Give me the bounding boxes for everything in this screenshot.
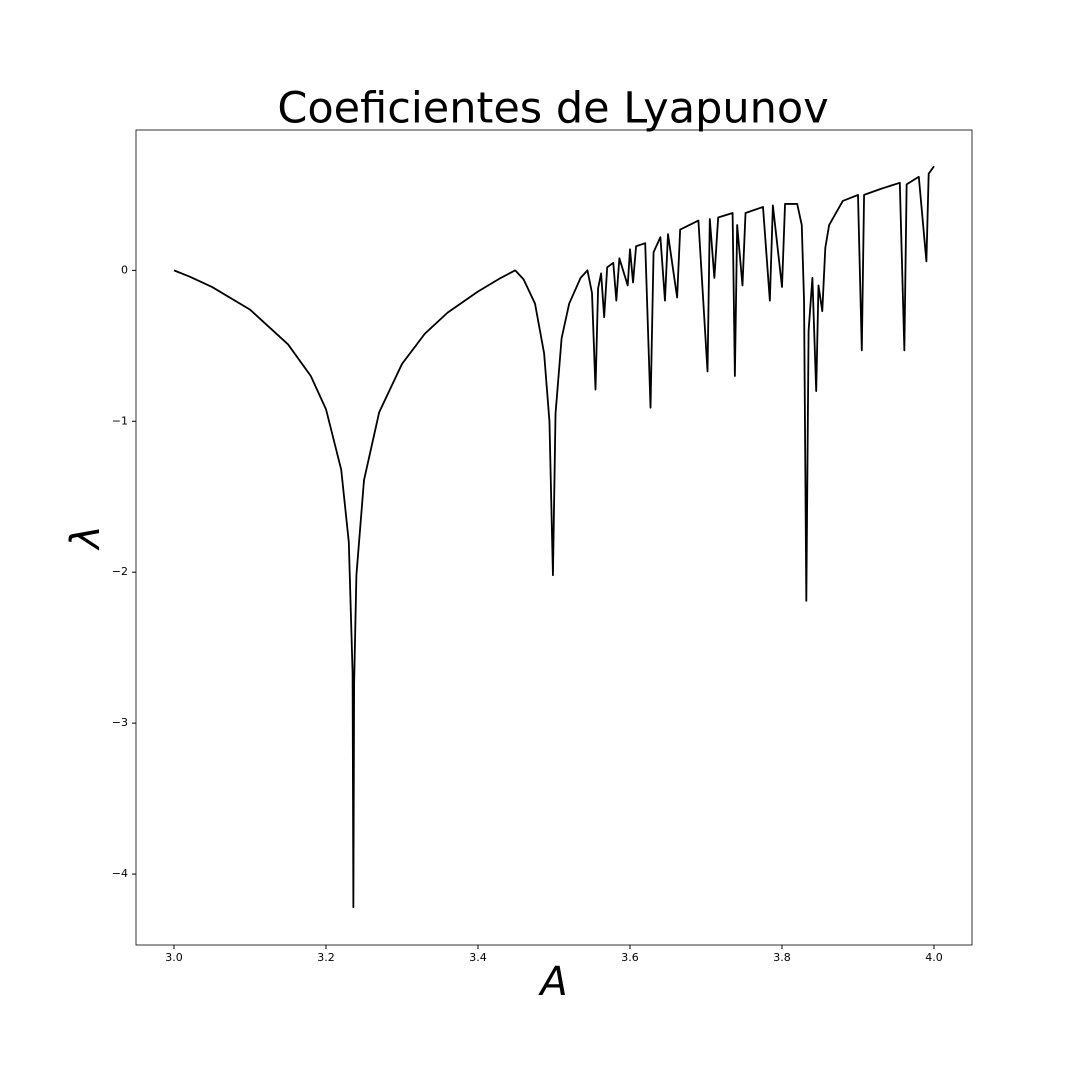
- x-tick-label: 3.4: [469, 951, 487, 964]
- x-tick-label: 3.6: [621, 951, 639, 964]
- plot-frame: [135, 129, 973, 946]
- chart-title: Coeficientes de Lyapunov: [277, 84, 828, 134]
- y-tick-label: 0: [121, 263, 128, 276]
- x-tick-label: 3.8: [773, 951, 791, 964]
- x-tick-label: 4.0: [925, 951, 943, 964]
- y-tick-label: −2: [112, 565, 128, 578]
- y-tick-label: −4: [112, 867, 128, 880]
- x-tick-label: 3.0: [165, 951, 183, 964]
- data-line: [173, 165, 935, 909]
- y-tick-label: −3: [112, 716, 128, 729]
- x-tick-label: 3.2: [317, 951, 335, 964]
- x-axis-label: A: [537, 959, 567, 1005]
- y-axis-label: λ: [63, 525, 109, 551]
- y-tick-label: −1: [112, 414, 128, 427]
